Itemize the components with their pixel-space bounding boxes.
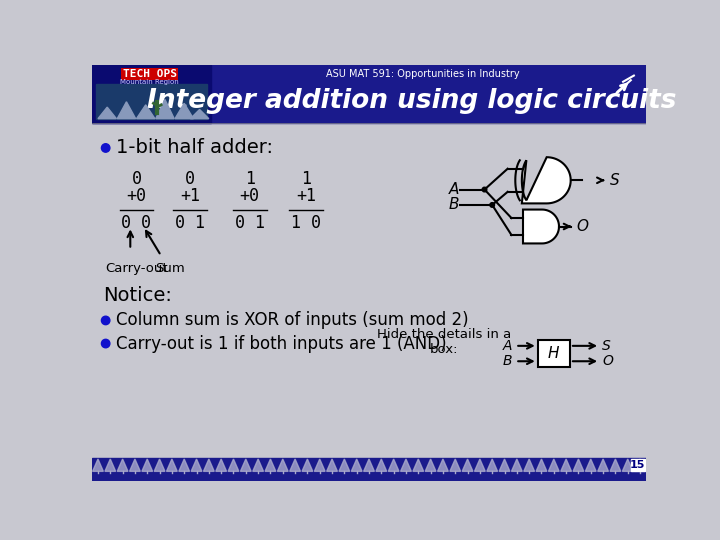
Text: 1: 1 xyxy=(245,170,255,188)
Polygon shape xyxy=(191,459,202,471)
Polygon shape xyxy=(462,459,473,471)
Bar xyxy=(631,459,644,471)
Polygon shape xyxy=(536,459,547,471)
Polygon shape xyxy=(179,459,189,471)
Polygon shape xyxy=(137,105,155,119)
Text: S: S xyxy=(610,173,620,188)
Polygon shape xyxy=(585,459,596,471)
Polygon shape xyxy=(166,459,177,471)
Polygon shape xyxy=(277,459,288,471)
Polygon shape xyxy=(228,459,239,471)
Text: Carry-out is 1 if both inputs are 1 (AND): Carry-out is 1 if both inputs are 1 (AND… xyxy=(117,335,447,353)
Text: O: O xyxy=(577,219,589,234)
Polygon shape xyxy=(426,459,436,471)
Text: +1: +1 xyxy=(181,187,200,205)
Text: 1: 1 xyxy=(301,170,311,188)
Text: 0 1: 0 1 xyxy=(235,214,265,232)
Polygon shape xyxy=(98,107,117,119)
Polygon shape xyxy=(634,459,645,471)
Polygon shape xyxy=(142,459,153,471)
Polygon shape xyxy=(204,459,215,471)
Polygon shape xyxy=(265,459,276,471)
Text: Column sum is XOR of inputs (sum mod 2): Column sum is XOR of inputs (sum mod 2) xyxy=(117,312,469,329)
Polygon shape xyxy=(523,459,534,471)
Circle shape xyxy=(482,187,487,192)
Polygon shape xyxy=(105,459,116,471)
Polygon shape xyxy=(253,459,264,471)
Bar xyxy=(92,65,647,123)
Text: Notice:: Notice: xyxy=(104,286,172,305)
Polygon shape xyxy=(413,459,423,471)
Polygon shape xyxy=(511,459,522,471)
Polygon shape xyxy=(364,459,374,471)
Circle shape xyxy=(490,202,495,207)
Polygon shape xyxy=(598,459,608,471)
Polygon shape xyxy=(487,459,498,471)
Polygon shape xyxy=(610,459,621,471)
Text: +1: +1 xyxy=(296,187,316,205)
Bar xyxy=(92,123,647,457)
Polygon shape xyxy=(523,210,559,244)
Text: 0: 0 xyxy=(132,170,141,188)
Text: 0: 0 xyxy=(185,170,195,188)
Text: Hide the details in a
box:: Hide the details in a box: xyxy=(377,328,511,356)
Polygon shape xyxy=(499,459,510,471)
Polygon shape xyxy=(117,102,135,119)
Text: 1 0: 1 0 xyxy=(291,214,321,232)
Bar xyxy=(92,65,211,123)
Polygon shape xyxy=(549,459,559,471)
Text: Carry-out: Carry-out xyxy=(106,262,168,275)
Bar xyxy=(96,84,207,119)
Polygon shape xyxy=(450,459,461,471)
Text: Mountain Region: Mountain Region xyxy=(120,79,179,85)
Text: 1-bit half adder:: 1-bit half adder: xyxy=(117,138,274,158)
Polygon shape xyxy=(327,459,338,471)
Bar xyxy=(92,457,647,481)
Polygon shape xyxy=(315,459,325,471)
Text: Integer addition using logic circuits: Integer addition using logic circuits xyxy=(147,88,676,114)
Circle shape xyxy=(102,144,110,152)
Text: 0 1: 0 1 xyxy=(176,214,205,232)
Circle shape xyxy=(102,339,110,348)
Text: O: O xyxy=(603,354,613,368)
Polygon shape xyxy=(289,459,300,471)
Polygon shape xyxy=(240,459,251,471)
Polygon shape xyxy=(130,459,140,471)
Polygon shape xyxy=(388,459,399,471)
Polygon shape xyxy=(302,459,312,471)
Polygon shape xyxy=(351,459,362,471)
Text: 0 0: 0 0 xyxy=(122,214,151,232)
Polygon shape xyxy=(400,459,411,471)
Text: TECH OPS: TECH OPS xyxy=(122,69,176,79)
Circle shape xyxy=(102,316,110,325)
Polygon shape xyxy=(622,459,633,471)
Polygon shape xyxy=(117,459,128,471)
Polygon shape xyxy=(156,99,174,119)
Text: B: B xyxy=(449,198,459,212)
Text: +0: +0 xyxy=(240,187,260,205)
Polygon shape xyxy=(216,459,227,471)
Polygon shape xyxy=(175,103,194,119)
Text: A: A xyxy=(503,339,513,353)
Polygon shape xyxy=(561,459,572,471)
Text: H: H xyxy=(548,346,559,361)
Polygon shape xyxy=(339,459,350,471)
Polygon shape xyxy=(522,157,571,204)
Text: S: S xyxy=(603,339,611,353)
Bar xyxy=(538,340,570,367)
Text: B: B xyxy=(503,354,513,368)
Text: +0: +0 xyxy=(127,187,146,205)
Polygon shape xyxy=(190,110,209,119)
Polygon shape xyxy=(438,459,449,471)
Text: ASU MAT 591: Opportunities in Industry: ASU MAT 591: Opportunities in Industry xyxy=(326,69,520,79)
Polygon shape xyxy=(154,459,165,471)
Polygon shape xyxy=(573,459,584,471)
Text: A: A xyxy=(449,182,459,197)
Text: 15: 15 xyxy=(630,460,645,470)
Polygon shape xyxy=(376,459,387,471)
Text: Sum: Sum xyxy=(155,262,185,275)
Polygon shape xyxy=(474,459,485,471)
Polygon shape xyxy=(93,459,104,471)
